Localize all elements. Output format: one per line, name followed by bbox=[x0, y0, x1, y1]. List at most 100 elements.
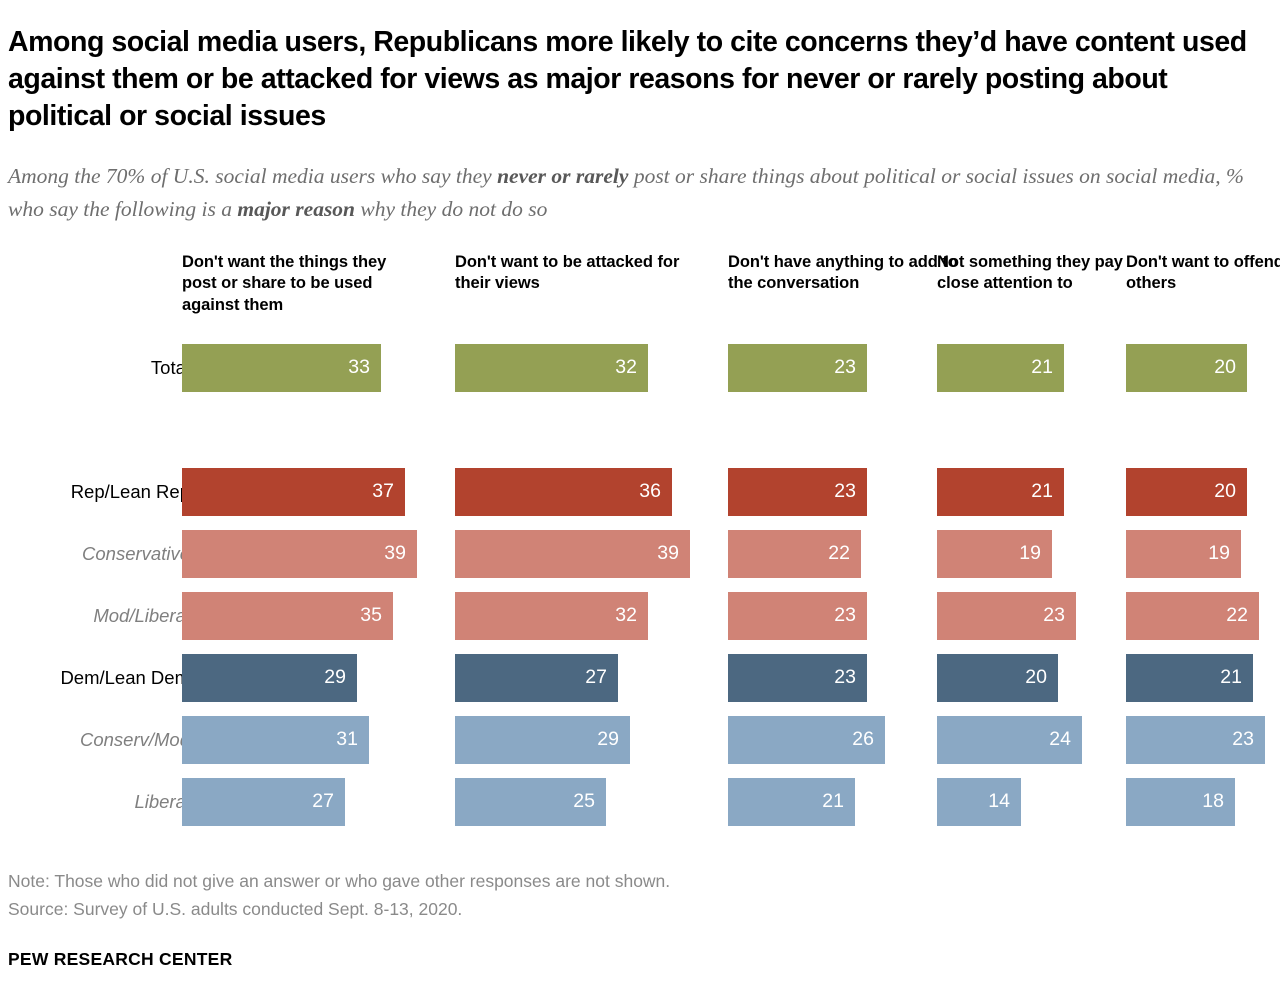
bar-track: 21 bbox=[1126, 654, 1280, 702]
bar-1: 39 bbox=[455, 530, 690, 578]
bar-value-label: 21 bbox=[1220, 666, 1242, 689]
subtitle-emphasis-2: major reason bbox=[237, 196, 356, 221]
bar-0: 29 bbox=[182, 654, 357, 702]
subtitle-part-1: Among the 70% of U.S. social media users… bbox=[8, 164, 498, 188]
column-header-3: Not something they pay close attention t… bbox=[937, 253, 1123, 293]
bar-track: 23 bbox=[728, 592, 968, 640]
bar-0: 33 bbox=[182, 344, 381, 392]
bar-0: 31 bbox=[182, 716, 369, 764]
bar-track: 23 bbox=[728, 654, 968, 702]
bar-track: 18 bbox=[1126, 778, 1280, 826]
bar-3: 14 bbox=[937, 778, 1021, 826]
bar-2: 23 bbox=[728, 592, 867, 640]
bar-2: 23 bbox=[728, 654, 867, 702]
bar-value-label: 37 bbox=[372, 480, 394, 503]
bar-value-label: 27 bbox=[312, 790, 334, 813]
bar-4: 20 bbox=[1126, 468, 1247, 516]
row-label-total: Total bbox=[150, 357, 190, 378]
bar-track: 36 bbox=[455, 468, 695, 516]
bar-track: 19 bbox=[1126, 530, 1280, 578]
chart-rows: Total 33 32 23 21 20 Rep/Lean Rep 37 36 23 21 20 Con… bbox=[8, 344, 1272, 840]
bar-track: 27 bbox=[182, 778, 422, 826]
bar-4: 21 bbox=[1126, 654, 1253, 702]
bar-value-label: 27 bbox=[585, 666, 607, 689]
bar-value-label: 32 bbox=[615, 604, 637, 627]
bar-3: 19 bbox=[937, 530, 1052, 578]
chart-footer: Note: Those who did not give an answer o… bbox=[8, 868, 1248, 970]
bar-value-label: 20 bbox=[1214, 480, 1236, 503]
table-row: Total 33 32 23 21 20 bbox=[8, 344, 1272, 406]
bar-3: 20 bbox=[937, 654, 1058, 702]
bar-value-label: 21 bbox=[1031, 480, 1053, 503]
org-attribution: PEW RESEARCH CENTER bbox=[8, 949, 233, 970]
bar-value-label: 19 bbox=[1019, 542, 1041, 565]
column-headers: Don't want the things they post or share… bbox=[8, 252, 1280, 344]
row-label-rep-lean-rep: Rep/Lean Rep bbox=[70, 481, 190, 502]
bar-value-label: 19 bbox=[1208, 542, 1230, 565]
bar-track: 32 bbox=[455, 344, 695, 392]
bar-track: 20 bbox=[1126, 468, 1280, 516]
bar-value-label: 20 bbox=[1214, 356, 1236, 379]
table-row: Liberal 27 25 21 14 18 bbox=[8, 778, 1272, 840]
bar-track: 39 bbox=[182, 530, 422, 578]
bar-track: 26 bbox=[728, 716, 968, 764]
bar-1: 27 bbox=[455, 654, 618, 702]
bar-value-label: 32 bbox=[615, 356, 637, 379]
bar-track: 23 bbox=[728, 344, 968, 392]
bar-value-label: 23 bbox=[834, 356, 856, 379]
page-title: Among social media users, Republicans mo… bbox=[8, 26, 1247, 133]
bar-value-label: 39 bbox=[384, 542, 406, 565]
row-spacer bbox=[8, 406, 1272, 468]
bar-value-label: 33 bbox=[348, 356, 370, 379]
bar-track: 20 bbox=[937, 654, 1147, 702]
bar-0: 37 bbox=[182, 468, 405, 516]
table-row: Conservative 39 39 22 19 19 bbox=[8, 530, 1272, 592]
bar-value-label: 35 bbox=[360, 604, 382, 627]
bar-4: 20 bbox=[1126, 344, 1247, 392]
bar-track: 22 bbox=[728, 530, 968, 578]
bar-value-label: 31 bbox=[336, 728, 358, 751]
column-header-4: Don't want to offend others bbox=[1126, 253, 1280, 293]
bar-value-label: 29 bbox=[324, 666, 346, 689]
bar-0: 35 bbox=[182, 592, 393, 640]
column-header-0: Don't want the things they post or share… bbox=[182, 253, 387, 314]
bar-value-label: 39 bbox=[657, 542, 679, 565]
bar-track: 29 bbox=[182, 654, 422, 702]
bar-track: 25 bbox=[455, 778, 695, 826]
bar-value-label: 23 bbox=[1232, 728, 1254, 751]
bar-track: 22 bbox=[1126, 592, 1280, 640]
bar-3: 23 bbox=[937, 592, 1076, 640]
bar-value-label: 20 bbox=[1025, 666, 1047, 689]
column-header-1: Don't want to be attacked for their view… bbox=[455, 253, 680, 293]
subtitle-emphasis-1: never or rarely bbox=[497, 164, 629, 188]
bar-value-label: 25 bbox=[573, 790, 595, 813]
bar-0: 27 bbox=[182, 778, 345, 826]
bar-0: 39 bbox=[182, 530, 417, 578]
bar-1: 36 bbox=[455, 468, 672, 516]
bar-2: 21 bbox=[728, 778, 855, 826]
subtitle-part-2: post or share things about political or … bbox=[8, 164, 1244, 221]
bar-value-label: 18 bbox=[1202, 790, 1224, 813]
row-label-conserv-mod: Conserv/Mod bbox=[79, 729, 190, 750]
bar-value-label: 24 bbox=[1049, 728, 1071, 751]
bar-track: 21 bbox=[937, 468, 1147, 516]
column-header-2: Don't have anything to add to the conver… bbox=[728, 253, 958, 293]
bar-track: 35 bbox=[182, 592, 422, 640]
bar-1: 32 bbox=[455, 592, 648, 640]
bar-value-label: 23 bbox=[1043, 604, 1065, 627]
bar-track: 19 bbox=[937, 530, 1147, 578]
bar-1: 25 bbox=[455, 778, 606, 826]
bar-value-label: 23 bbox=[834, 604, 856, 627]
bar-track: 33 bbox=[182, 344, 422, 392]
table-row: Rep/Lean Rep 37 36 23 21 20 bbox=[8, 468, 1272, 530]
bar-track: 14 bbox=[937, 778, 1147, 826]
bar-4: 22 bbox=[1126, 592, 1259, 640]
bar-3: 21 bbox=[937, 344, 1064, 392]
bar-value-label: 22 bbox=[1226, 604, 1248, 627]
row-label-liberal: Liberal bbox=[134, 791, 190, 812]
table-row: Dem/Lean Dem 29 27 23 20 21 bbox=[8, 654, 1272, 716]
bar-track: 39 bbox=[455, 530, 695, 578]
footnote-note: Note: Those who did not give an answer o… bbox=[8, 871, 671, 891]
bar-2: 26 bbox=[728, 716, 885, 764]
